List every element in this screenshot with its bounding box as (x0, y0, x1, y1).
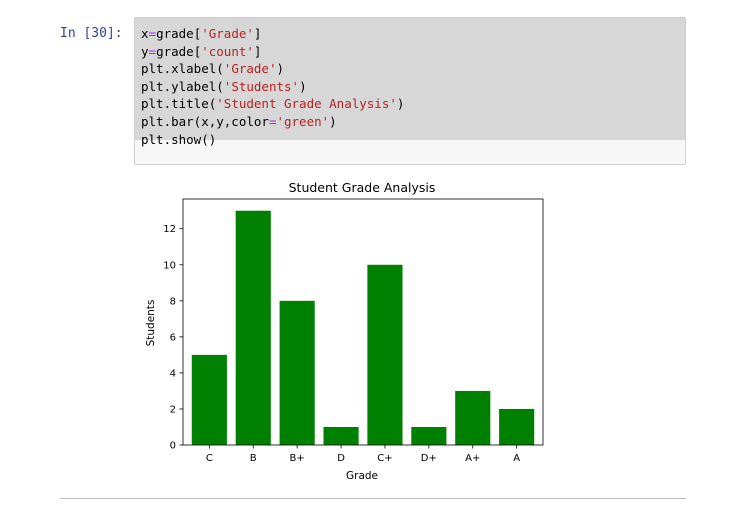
code-line: plt.bar(x,y,color='green') (141, 113, 404, 131)
chart-marks: C B B+ D C+ D+ A+ A 0 2 4 6 8 10 12 (163, 210, 535, 464)
bar-a (499, 408, 535, 445)
bar-b (235, 210, 271, 445)
code-token: ) (299, 78, 307, 94)
chart-title: Student Grade Analysis (289, 180, 436, 195)
code-token: grade[ (156, 43, 202, 59)
code-operator-token: = (268, 113, 277, 129)
bar-c-plus (367, 264, 403, 445)
code-token: ) (276, 61, 285, 77)
bar-b-plus (279, 300, 315, 445)
cell-divider (60, 498, 686, 499)
code-operator-token: = (148, 43, 157, 59)
code-string-token: 'count' (201, 43, 254, 59)
code-editor[interactable]: x=grade['Grade'] y=grade['count'] plt.xlab… (141, 25, 404, 148)
y-tick-label: 10 (163, 260, 176, 271)
code-token: ) (329, 113, 337, 129)
x-axis-label: Grade (346, 470, 378, 482)
code-line: plt.title('Student Grade Analysis') (141, 95, 404, 113)
code-operator-token: = (148, 26, 157, 41)
code-string-token: 'Grade' (223, 61, 277, 77)
selection-highlight (135, 18, 685, 140)
code-string-token: 'Students' (223, 78, 300, 94)
code-token: ] (253, 26, 262, 41)
bar-a-plus (455, 390, 491, 445)
x-tick-label: A+ (465, 453, 480, 464)
cell-prompt: In [30]: (60, 26, 123, 41)
x-tick-label: C (206, 453, 213, 464)
code-cell-input[interactable]: x=grade['Grade'] y=grade['count'] plt.xlab… (134, 17, 686, 165)
y-tick-label: 2 (170, 404, 176, 415)
code-token: y (141, 43, 149, 59)
y-tick-label: 8 (170, 296, 176, 307)
code-line: plt.show() (141, 131, 404, 149)
code-token: ) (396, 96, 405, 112)
y-tick-label: 4 (170, 368, 176, 379)
bar-d (323, 426, 359, 445)
bar-d-plus (411, 426, 447, 445)
code-token: ] (253, 43, 262, 59)
code-line: x=grade['Grade'] (141, 25, 404, 43)
code-line: y=grade['count'] (141, 43, 404, 61)
code-token: plt.ylabel( (141, 78, 224, 94)
code-string-token: 'Grade' (201, 26, 254, 41)
bar-chart: Student Grade Analysis Grade Students C B… (145, 180, 544, 482)
code-token: plt.title( (141, 96, 217, 112)
y-tick-label: 12 (163, 224, 176, 235)
y-tick-label: 0 (170, 441, 176, 452)
code-line: plt.ylabel('Students') (141, 78, 404, 96)
cell-output: Student Grade Analysis Grade Students C B… (140, 176, 570, 492)
bar-c (191, 354, 227, 445)
x-tick-label: D+ (421, 453, 437, 464)
code-line: plt.xlabel('Grade') (141, 60, 404, 78)
y-tick-label: 6 (170, 332, 176, 343)
code-token: plt.bar(x,y,color (141, 113, 269, 129)
code-token: plt.show() (141, 131, 217, 147)
code-token: x (141, 26, 149, 41)
x-tick-label: C+ (377, 453, 392, 464)
code-string-token: 'green' (276, 113, 330, 129)
x-tick-label: A (513, 453, 520, 464)
x-tick-label: B (250, 453, 257, 464)
x-tick-label: D (337, 453, 345, 464)
y-axis-label: Students (145, 300, 157, 347)
plot-frame (182, 198, 544, 446)
code-token: plt.xlabel( (141, 61, 224, 77)
x-tick-label: B+ (290, 453, 305, 464)
code-string-token: 'Student Grade Analysis' (216, 96, 397, 112)
code-token: grade[ (156, 26, 202, 41)
